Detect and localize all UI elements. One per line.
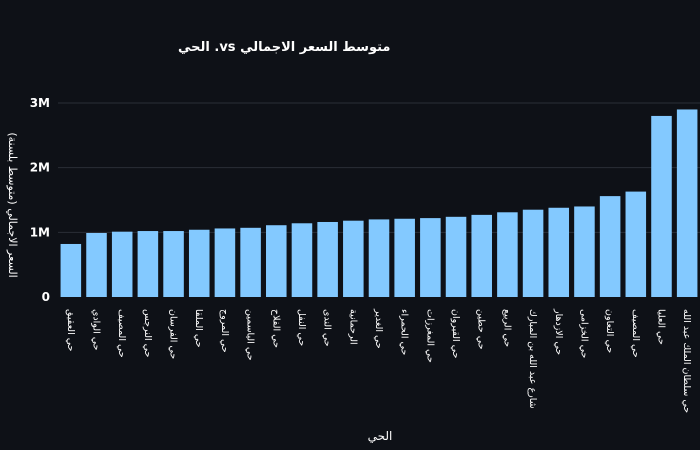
- bar: [86, 232, 107, 297]
- bar: [343, 220, 364, 297]
- y-tick-label: 0: [42, 290, 50, 304]
- x-axis-label: الحي: [368, 429, 393, 443]
- x-tick-label: حي الخزامى: [578, 309, 589, 358]
- bar: [651, 115, 672, 297]
- x-tick-label: حي الندى: [322, 309, 333, 347]
- bars: [60, 109, 698, 297]
- bar: [317, 221, 338, 297]
- bar: [188, 229, 210, 297]
- bar: [214, 228, 236, 297]
- bar: [266, 225, 287, 297]
- x-tick-label: حي الوادي: [91, 309, 102, 351]
- x-tick-label: حي النفل: [296, 309, 307, 346]
- x-axis-ticks: حي العقيق حي الوادي حي المصيف حي النرجس حي ا…: [65, 308, 692, 413]
- x-tick-label: حي العليا: [655, 309, 666, 345]
- y-axis-label: السعر الاجمالي (متوسط بلسنة): [6, 132, 19, 277]
- x-tick-label: حي العقيق: [65, 309, 76, 352]
- bar: [599, 196, 621, 297]
- x-tick-label: حي المصيف: [630, 309, 641, 358]
- x-tick-label: حي المصيف: [116, 309, 127, 358]
- chart-title: متوسط السعر الاجمالي vs. الحي: [178, 40, 390, 55]
- bar: [394, 218, 415, 297]
- x-tick-label: حي سلطان الملك عبد الله: [681, 309, 692, 413]
- x-tick-label: حي الحمراء: [399, 309, 410, 355]
- bar: [137, 231, 159, 297]
- bar: [420, 218, 441, 297]
- x-tick-label: حي المغرزات: [424, 309, 435, 363]
- bar: [240, 227, 261, 297]
- bar: [522, 209, 544, 297]
- x-tick-label: الرحمانية: [347, 309, 358, 345]
- x-tick-label: شارع عبد الله بن المبارك: [527, 309, 538, 409]
- bar: [163, 231, 184, 297]
- x-tick-label: حي الربيع: [501, 309, 512, 347]
- x-tick-label: حي الفرسان: [168, 309, 179, 359]
- bar: [445, 216, 467, 297]
- bar: [471, 214, 492, 297]
- x-tick-label: حي الغدير: [373, 308, 384, 349]
- bar: [574, 206, 595, 297]
- y-tick-label: 1M: [30, 225, 50, 239]
- bar: [368, 219, 390, 297]
- x-tick-label: حي الملقا: [193, 309, 204, 348]
- x-tick-label: حي المروج: [219, 309, 230, 353]
- bar: [676, 109, 698, 297]
- bar: [548, 207, 570, 297]
- bar: [291, 223, 313, 297]
- bar: [111, 231, 133, 297]
- x-tick-label: حي الازدهار: [553, 308, 564, 355]
- x-tick-label: حي الياسمين: [245, 309, 256, 361]
- x-tick-label: حي القيروان: [450, 309, 461, 359]
- bar: [625, 191, 647, 297]
- x-tick-label: حي حطين: [476, 309, 487, 350]
- x-tick-label: حي النرجس: [142, 309, 153, 358]
- y-axis-ticks: 0 1M 2M 3M: [30, 96, 50, 304]
- y-tick-label: 3M: [30, 96, 50, 110]
- bar: [497, 212, 518, 297]
- x-tick-label: حي الفلاح: [270, 309, 281, 348]
- y-tick-label: 2M: [30, 161, 50, 175]
- x-tick-label: حي التعاون: [604, 309, 615, 353]
- bar: [60, 243, 82, 297]
